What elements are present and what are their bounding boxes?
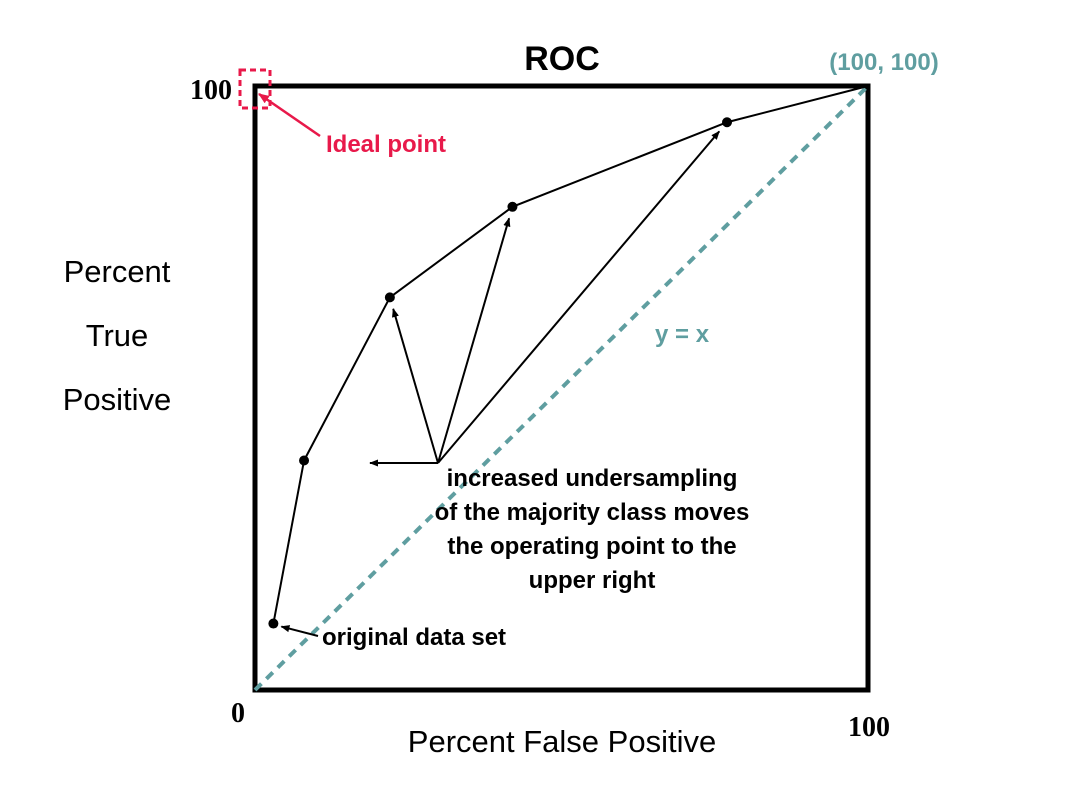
y-axis-label-line-1: Percent [64, 254, 171, 289]
corner-label: (100, 100) [829, 49, 938, 76]
annotation-arrows [280, 130, 721, 637]
ideal-point-label: Ideal point [326, 131, 446, 158]
ideal-point-box [238, 68, 272, 110]
undersampling-note-line-2: of the majority class moves [435, 499, 750, 526]
y-max-tick: 100 [190, 75, 232, 106]
arrow-to-point-2 [392, 308, 439, 464]
roc-point [384, 292, 395, 303]
x-axis-label: Percent False Positive [408, 724, 716, 759]
arrow-to-point-4 [437, 130, 721, 464]
diagonal-line [253, 84, 870, 692]
roc-point [722, 117, 733, 128]
undersampling-note-line-3: the operating point to the [447, 533, 736, 560]
origin-tick: 0 [231, 698, 245, 729]
original-data-set-label: original data set [322, 624, 506, 651]
x-max-tick: 100 [848, 712, 890, 743]
arrow-original-data-set [280, 625, 319, 637]
roc-point [507, 201, 518, 212]
undersampling-note-line-1: increased undersampling [447, 465, 738, 492]
y-axis-label-line-3: Positive [63, 382, 172, 417]
roc-curve-line [272, 85, 869, 624]
undersampling-note-line-4: upper right [529, 567, 656, 594]
roc-curve-layer [268, 85, 869, 629]
diagonal-label: y = x [655, 321, 710, 348]
arrow-to-point-3 [437, 217, 511, 464]
chart-title: ROC [524, 40, 600, 78]
plot-frame [252, 83, 871, 693]
ideal-point-arrow [258, 92, 321, 138]
roc-point [299, 455, 310, 466]
roc-point [268, 618, 279, 629]
y-axis-label-line-2: True [86, 318, 149, 353]
